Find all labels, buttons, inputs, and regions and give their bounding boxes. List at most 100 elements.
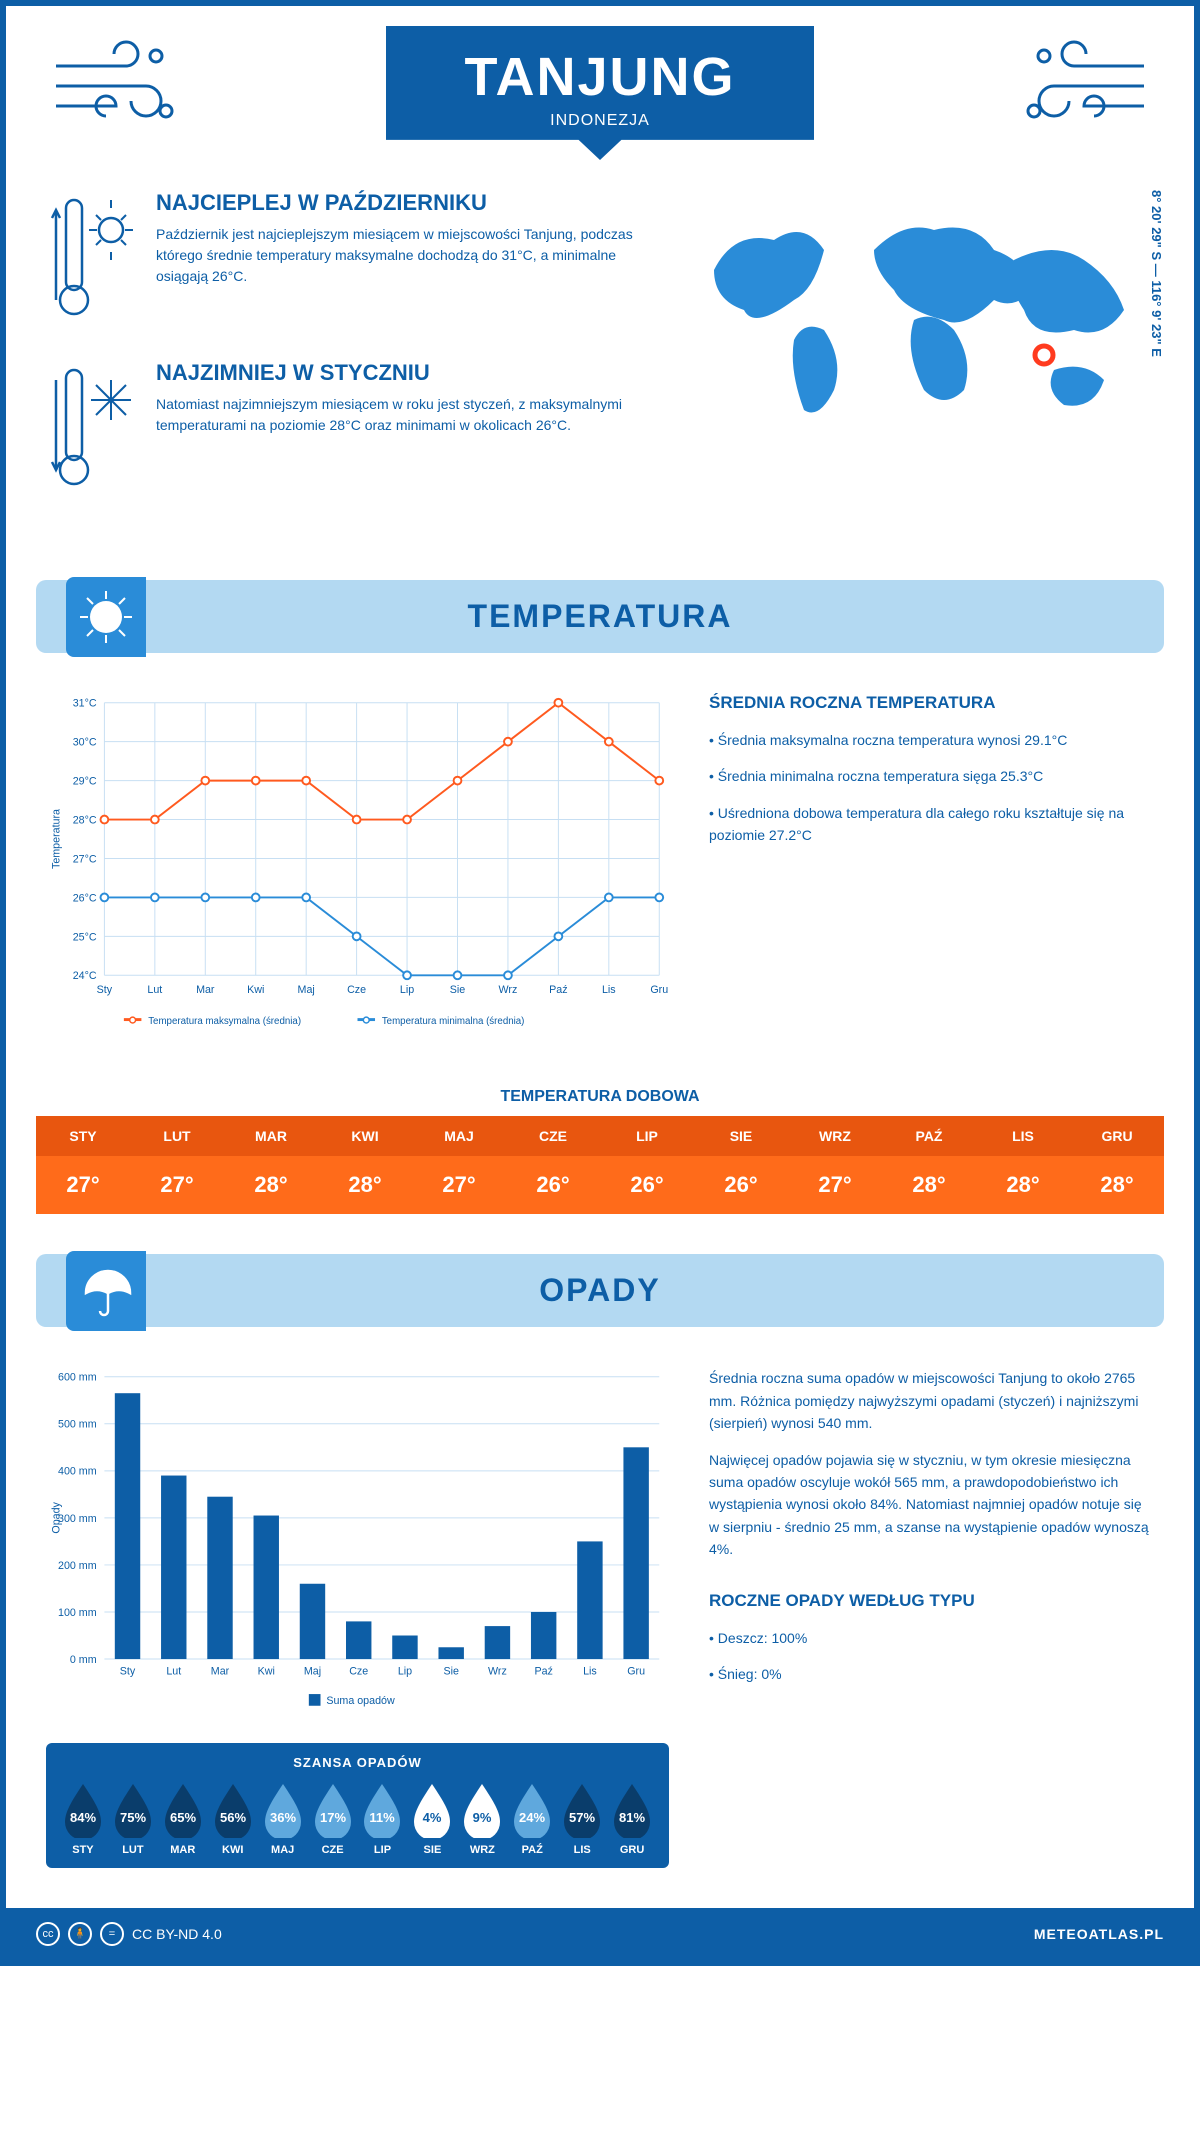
nd-icon: = — [100, 1922, 124, 1946]
svg-text:84%: 84% — [70, 1810, 96, 1825]
by-icon: 🧍 — [68, 1922, 92, 1946]
thermometer-cold-icon — [46, 360, 136, 500]
svg-text:300 mm: 300 mm — [58, 1513, 97, 1525]
coldest-block: NAJZIMNIEJ W STYCZNIU Natomiast najzimni… — [46, 360, 644, 500]
rain-chance-box: SZANSA OPADÓW 84% STY 75% LUT 65% MAR 56… — [46, 1743, 669, 1868]
svg-text:Lut: Lut — [166, 1666, 181, 1678]
umbrella-icon — [66, 1251, 146, 1331]
svg-text:Temperatura minimalna (średnia: Temperatura minimalna (średnia) — [382, 1016, 525, 1027]
svg-text:65%: 65% — [170, 1810, 196, 1825]
svg-text:29°C: 29°C — [73, 776, 97, 788]
svg-text:Lis: Lis — [583, 1666, 597, 1678]
svg-text:56%: 56% — [220, 1810, 246, 1825]
rain-chance-drop: 4% SIE — [407, 1782, 457, 1856]
svg-text:81%: 81% — [619, 1810, 645, 1825]
rain-text-1: Średnia roczna suma opadów w miejscowośc… — [709, 1367, 1154, 1434]
svg-text:Kwi: Kwi — [247, 984, 264, 996]
thermometer-hot-icon — [46, 190, 136, 330]
page-title: TANJUNG — [386, 46, 814, 108]
wind-icon-left — [46, 26, 186, 146]
svg-text:Maj: Maj — [298, 984, 315, 996]
svg-text:Suma opadów: Suma opadów — [326, 1695, 395, 1707]
svg-text:Gru: Gru — [650, 984, 668, 996]
svg-text:Cze: Cze — [349, 1666, 368, 1678]
header-band: TANJUNG INDONEZJA — [386, 26, 814, 160]
wind-icon-right — [1014, 26, 1154, 146]
license-text: CC BY-ND 4.0 — [132, 1926, 222, 1942]
svg-text:Lut: Lut — [147, 984, 162, 996]
daily-col: PAŹ28° — [882, 1116, 976, 1214]
svg-text:Lip: Lip — [400, 984, 414, 996]
svg-text:Lip: Lip — [398, 1666, 412, 1678]
world-map: 8° 20' 29" S — 116° 9' 23" E — [674, 190, 1154, 530]
rain-chance-drop: 81% GRU — [607, 1782, 657, 1856]
site-name: METEOATLAS.PL — [1034, 1926, 1164, 1942]
rain-chance-drop: 75% LUT — [108, 1782, 158, 1856]
svg-text:17%: 17% — [320, 1810, 346, 1825]
rain-chance-drop: 11% LIP — [358, 1782, 408, 1856]
svg-text:500 mm: 500 mm — [58, 1419, 97, 1431]
rain-chance-drop: 57% LIS — [557, 1782, 607, 1856]
svg-text:600 mm: 600 mm — [58, 1372, 97, 1384]
svg-text:36%: 36% — [270, 1810, 296, 1825]
rain-chance-drop: 9% WRZ — [457, 1782, 507, 1856]
svg-text:4%: 4% — [423, 1810, 442, 1825]
page-subtitle: INDONEZJA — [386, 112, 814, 130]
daily-col: MAJ27° — [412, 1116, 506, 1214]
svg-text:200 mm: 200 mm — [58, 1560, 97, 1572]
svg-text:Temperatura: Temperatura — [51, 809, 63, 869]
svg-text:31°C: 31°C — [73, 698, 97, 710]
svg-text:Lis: Lis — [602, 984, 616, 996]
svg-text:Gru: Gru — [627, 1666, 645, 1678]
svg-text:Wrz: Wrz — [499, 984, 518, 996]
svg-text:Kwi: Kwi — [258, 1666, 275, 1678]
svg-text:27°C: 27°C — [73, 853, 97, 865]
svg-text:Maj: Maj — [304, 1666, 321, 1678]
svg-text:Opady: Opady — [51, 1502, 63, 1534]
rain-chance-drop: 24% PAŹ — [507, 1782, 557, 1856]
daily-col: STY27° — [36, 1116, 130, 1214]
svg-text:Sty: Sty — [120, 1666, 136, 1678]
cc-icon: cc — [36, 1922, 60, 1946]
svg-text:Paź: Paź — [534, 1666, 552, 1678]
daily-col: MAR28° — [224, 1116, 318, 1214]
svg-text:25°C: 25°C — [73, 931, 97, 943]
svg-text:Temperatura maksymalna (średni: Temperatura maksymalna (średnia) — [148, 1016, 301, 1027]
daily-col: LIS28° — [976, 1116, 1070, 1214]
hottest-block: NAJCIEPLEJ W PAŹDZIERNIKU Październik je… — [46, 190, 644, 330]
svg-text:400 mm: 400 mm — [58, 1466, 97, 1478]
rain-chance-drop: 56% KWI — [208, 1782, 258, 1856]
svg-text:9%: 9% — [473, 1810, 492, 1825]
svg-text:0 mm: 0 mm — [70, 1654, 97, 1666]
daily-col: CZE26° — [506, 1116, 600, 1214]
svg-text:Mar: Mar — [211, 1666, 230, 1678]
svg-text:Sty: Sty — [97, 984, 113, 996]
svg-text:26°C: 26°C — [73, 892, 97, 904]
daily-col: LUT27° — [130, 1116, 224, 1214]
section-rain: OPADY — [36, 1254, 1164, 1327]
coldest-body: Natomiast najzimniejszym miesiącem w rok… — [156, 394, 644, 436]
footer: cc 🧍 = CC BY-ND 4.0 METEOATLAS.PL — [6, 1908, 1194, 1960]
coordinates: 8° 20' 29" S — 116° 9' 23" E — [1149, 190, 1164, 357]
svg-text:57%: 57% — [569, 1810, 595, 1825]
svg-text:Cze: Cze — [347, 984, 366, 996]
daily-col: KWI28° — [318, 1116, 412, 1214]
rain-chart: 0 mm 100 mm 200 mm 300 mm 400 mm 500 mm 600 mm… — [46, 1367, 669, 1722]
section-temperature: TEMPERATURA — [36, 580, 1164, 653]
svg-text:Sie: Sie — [443, 1666, 459, 1678]
rain-chance-drop: 84% STY — [58, 1782, 108, 1856]
rain-chance-drop: 65% MAR — [158, 1782, 208, 1856]
rain-chance-drop: 17% CZE — [308, 1782, 358, 1856]
coldest-title: NAJZIMNIEJ W STYCZNIU — [156, 360, 644, 386]
svg-text:30°C: 30°C — [73, 737, 97, 749]
daily-col: LIP26° — [600, 1116, 694, 1214]
svg-text:Mar: Mar — [196, 984, 215, 996]
temperature-chart: 24°C25°C26°C27°C28°C29°C30°C31°CStyLutMa… — [46, 693, 669, 1048]
svg-text:24%: 24% — [519, 1810, 545, 1825]
svg-text:100 mm: 100 mm — [58, 1607, 97, 1619]
svg-text:Wrz: Wrz — [488, 1666, 507, 1678]
daily-temp-table: STY27°LUT27°MAR28°KWI28°MAJ27°CZE26°LIP2… — [36, 1116, 1164, 1214]
avg-temp-text: ŚREDNIA ROCZNA TEMPERATURA • Średnia mak… — [709, 693, 1154, 1048]
svg-text:24°C: 24°C — [73, 970, 97, 982]
rain-text-2: Najwięcej opadów pojawia się w styczniu,… — [709, 1449, 1154, 1561]
